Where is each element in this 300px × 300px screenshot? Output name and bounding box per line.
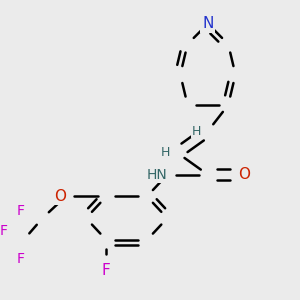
Text: O: O: [238, 167, 250, 182]
Text: H: H: [191, 124, 201, 138]
Text: F: F: [17, 252, 25, 266]
Text: F: F: [17, 204, 25, 218]
Text: H: H: [161, 146, 170, 159]
Text: O: O: [54, 189, 66, 204]
Text: N: N: [202, 16, 214, 31]
Text: HN: HN: [146, 168, 167, 182]
Text: F: F: [102, 263, 111, 278]
Text: F: F: [0, 224, 8, 238]
